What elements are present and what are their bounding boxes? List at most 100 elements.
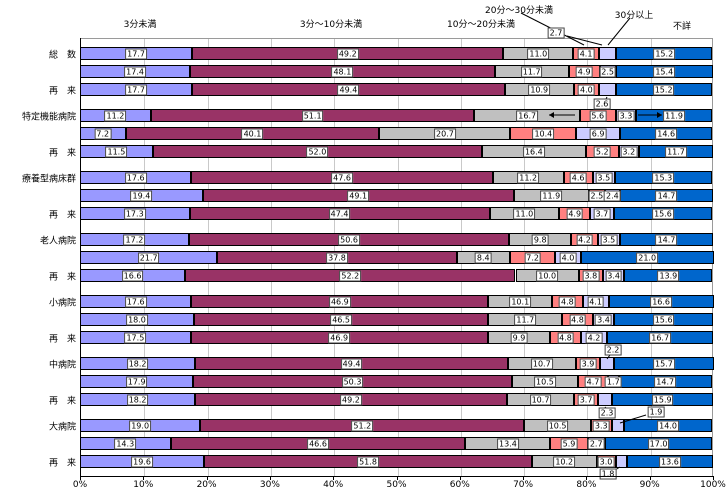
segment-label: 14.7 xyxy=(655,234,678,245)
segment-label: 3.7 xyxy=(577,394,595,405)
segment-label: 11.7 xyxy=(514,314,537,325)
segment-label: 15.6 xyxy=(652,314,675,325)
callout-label: 2.7 xyxy=(547,27,565,39)
segment-label: 17.0 xyxy=(647,438,670,449)
segment-label: 52.2 xyxy=(339,270,362,281)
segment-label: 10.4 xyxy=(532,128,555,139)
y-axis-label: 中病院 xyxy=(48,360,76,370)
segment-label: 5.9 xyxy=(560,438,578,449)
y-axis-label: 老人病院 xyxy=(39,236,76,246)
segment-label: 15.2 xyxy=(652,84,675,95)
segment-label: 3.5 xyxy=(600,234,618,245)
segment-label: 11.2 xyxy=(104,110,127,121)
segment-label: 46.6 xyxy=(307,438,329,449)
segment-label: 2.4 xyxy=(603,190,621,201)
segment-label: 4.8 xyxy=(559,296,576,307)
y-axis-label: 再 来 xyxy=(48,210,76,220)
x-axis-tick-label: 70% xyxy=(513,480,534,490)
segment-label: 3.4 xyxy=(605,270,622,281)
y-axis-label: 特定機能病院 xyxy=(21,112,76,122)
segment-label: 10.1 xyxy=(509,296,532,307)
segment-label: 50.3 xyxy=(341,376,364,387)
x-axis-tick xyxy=(143,477,145,480)
y-axis-label: 再 来 xyxy=(48,334,76,344)
segment-label: 14.0 xyxy=(657,420,679,431)
segment-label: 51.2 xyxy=(351,420,374,431)
y-axis-label: 再 来 xyxy=(48,396,76,406)
segment-label: 9.8 xyxy=(531,234,549,245)
segment-label: 18.2 xyxy=(126,394,149,405)
segment-label: 46.9 xyxy=(328,296,351,307)
y-axis-line xyxy=(80,38,81,477)
segment-label: 15.3 xyxy=(652,172,675,183)
segment-label: 14.7 xyxy=(654,376,677,387)
segment-label: 8.4 xyxy=(474,252,492,263)
segment-label: 11.5 xyxy=(105,146,128,157)
segment-label: 3.7 xyxy=(593,208,611,219)
segment-label: 20.7 xyxy=(434,128,456,139)
legend-label-3-10min: 3分～10分未満 xyxy=(299,20,363,30)
bar-segment xyxy=(599,47,617,60)
y-axis-label: 再 来 xyxy=(48,86,76,96)
segment-label: 15.4 xyxy=(653,66,676,77)
segment-label: 2.5 xyxy=(588,190,606,201)
segment-label: 4.0 xyxy=(578,84,595,95)
segment-label: 21.7 xyxy=(137,252,160,263)
segment-label: 16.7 xyxy=(516,110,539,121)
segment-label: 7.2 xyxy=(524,252,541,263)
segment-label: 49.2 xyxy=(340,394,362,405)
segment-label: 10.9 xyxy=(528,84,551,95)
segment-label: 1.7 xyxy=(604,376,622,387)
segment-label: 19.6 xyxy=(131,456,153,467)
segment-label: 52.0 xyxy=(306,146,329,157)
segment-label: 51.8 xyxy=(357,456,379,467)
segment-label: 10.2 xyxy=(553,456,576,467)
segment-label: 3.2 xyxy=(620,146,638,157)
segment-label: 50.6 xyxy=(338,234,360,245)
segment-label: 3.5 xyxy=(595,172,613,183)
segment-label: 3.0 xyxy=(597,456,615,467)
segment-label: 47.4 xyxy=(328,208,351,219)
segment-label: 11.2 xyxy=(517,172,540,183)
x-axis-tick xyxy=(80,477,81,480)
segment-label: 4.1 xyxy=(587,296,604,307)
x-axis-tick-label: 10% xyxy=(133,480,154,490)
segment-label: 4.7 xyxy=(584,376,602,387)
legend-label-10-20min: 10分～20分未満 xyxy=(447,20,515,30)
segment-label: 18.0 xyxy=(126,314,148,325)
segment-label: 3.9 xyxy=(579,358,597,369)
segment-label: 4.9 xyxy=(575,66,593,77)
segment-label: 15.2 xyxy=(653,48,676,59)
x-axis-tick xyxy=(206,477,208,480)
segment-label: 16.6 xyxy=(121,270,144,281)
segment-label: 17.9 xyxy=(125,376,148,387)
y-axis-label: 再 来 xyxy=(48,272,76,282)
segment-label: 3.3 xyxy=(617,110,635,121)
segment-label: 15.7 xyxy=(653,358,675,369)
y-axis-label: 再 来 xyxy=(48,458,76,468)
x-axis-tick xyxy=(269,477,271,480)
legend-label-20-30min: 20分～30分未満 xyxy=(485,6,553,16)
segment-label: 16.7 xyxy=(649,332,672,343)
segment-label: 13.4 xyxy=(497,438,519,449)
segment-label: 11.7 xyxy=(520,66,543,77)
callout-label: 1.8 xyxy=(599,468,617,480)
segment-label: 11.7 xyxy=(665,146,687,157)
x-axis-tick-label: 100% xyxy=(700,480,726,490)
segment-label: 15.9 xyxy=(651,394,674,405)
x-axis-tick-label: 50% xyxy=(386,480,407,490)
segment-label: 47.6 xyxy=(331,172,353,183)
segment-label: 51.1 xyxy=(301,110,324,121)
segment-label: 16.4 xyxy=(522,146,545,157)
segment-label: 17.3 xyxy=(123,208,146,219)
y-axis-label: 再 来 xyxy=(48,148,76,158)
y-axis-label: 療養型病床群 xyxy=(21,174,76,184)
x-axis-tick xyxy=(649,477,651,480)
segment-label: 10.5 xyxy=(546,420,569,431)
x-axis-tick xyxy=(523,477,525,480)
segment-label: 46.5 xyxy=(330,314,353,325)
x-axis-line xyxy=(80,476,714,477)
segment-label: 5.6 xyxy=(589,110,607,121)
x-axis-tick xyxy=(586,477,588,480)
